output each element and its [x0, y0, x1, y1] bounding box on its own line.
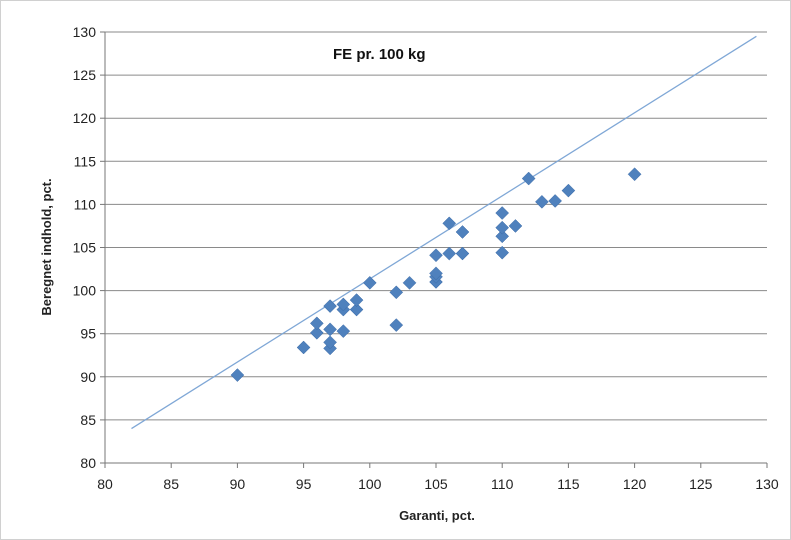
data-point-34: [561, 183, 576, 198]
data-point-29: [495, 206, 510, 220]
y-tick-label-115: 115: [74, 153, 97, 169]
axes: [100, 31, 768, 468]
data-point-32: [535, 194, 549, 209]
data-point-25: [455, 225, 470, 239]
data-point-13: [349, 293, 364, 307]
data-point-35: [627, 167, 642, 182]
data-point-24: [455, 246, 470, 261]
data-point-22: [442, 246, 457, 261]
y-axis-title: Beregnet indhold, pct.: [39, 178, 54, 315]
y-tick-label-125: 125: [73, 67, 97, 83]
data-point-31: [521, 171, 536, 186]
data-point-2: [296, 340, 311, 355]
data-point-23: [442, 216, 457, 231]
data-point-6: [323, 335, 337, 350]
x-tick-label-125: 125: [689, 476, 713, 492]
y-tick-label-90: 90: [80, 369, 96, 385]
data-point-1: [230, 368, 245, 382]
x-tick-label-80: 80: [97, 476, 113, 492]
data-point-3: [309, 325, 324, 340]
tick-labels: 80 85 90 95 100 105 110 115 120 125 130 80 85 90 95 100…: [73, 24, 779, 492]
data-point-14: [362, 275, 377, 290]
data-point-11: [336, 297, 351, 312]
data-point-16: [389, 285, 404, 300]
y-tick-label-85: 85: [80, 412, 96, 428]
data-point-28: [495, 220, 510, 235]
data-point-30: [508, 219, 523, 233]
y-tick-label-95: 95: [80, 326, 96, 342]
x-tick-label-105: 105: [424, 476, 448, 492]
y-tick-label-100: 100: [73, 283, 97, 299]
reference-line-layer: [131, 35, 757, 430]
y-tick-label-80: 80: [80, 455, 96, 471]
x-tick-label-115: 115: [557, 476, 580, 492]
data-point-27: [495, 229, 510, 244]
chart-title: FE pr. 100 kg: [333, 46, 426, 63]
x-tick-label-90: 90: [230, 476, 246, 492]
data-point-15: [389, 318, 404, 332]
x-tick-label-120: 120: [623, 476, 647, 492]
data-point-33: [548, 194, 563, 208]
x-tick-label-110: 110: [491, 476, 514, 492]
data-point-26: [495, 245, 510, 260]
x-tick-label-100: 100: [358, 476, 382, 492]
data-point-4: [309, 316, 324, 331]
data-point-17: [402, 275, 417, 290]
data-points: [230, 167, 642, 382]
x-tick-label-130: 130: [755, 476, 779, 492]
y-tick-label-130: 130: [73, 24, 97, 40]
data-point-7: [323, 322, 337, 337]
y-tick-label-110: 110: [74, 196, 97, 212]
data-point-21: [429, 248, 443, 263]
data-point-20: [429, 266, 443, 281]
x-tick-label-85: 85: [163, 476, 179, 492]
data-point-8: [323, 299, 337, 313]
data-point-12: [349, 302, 364, 317]
y-tick-label-105: 105: [73, 240, 97, 256]
x-axis-title: Garanti, pct.: [399, 508, 475, 523]
reference-line: [131, 35, 757, 430]
y-tick-label-120: 120: [73, 110, 97, 126]
data-point-9: [336, 324, 351, 338]
x-tick-label-95: 95: [296, 476, 312, 492]
grid-lines: [105, 31, 767, 421]
